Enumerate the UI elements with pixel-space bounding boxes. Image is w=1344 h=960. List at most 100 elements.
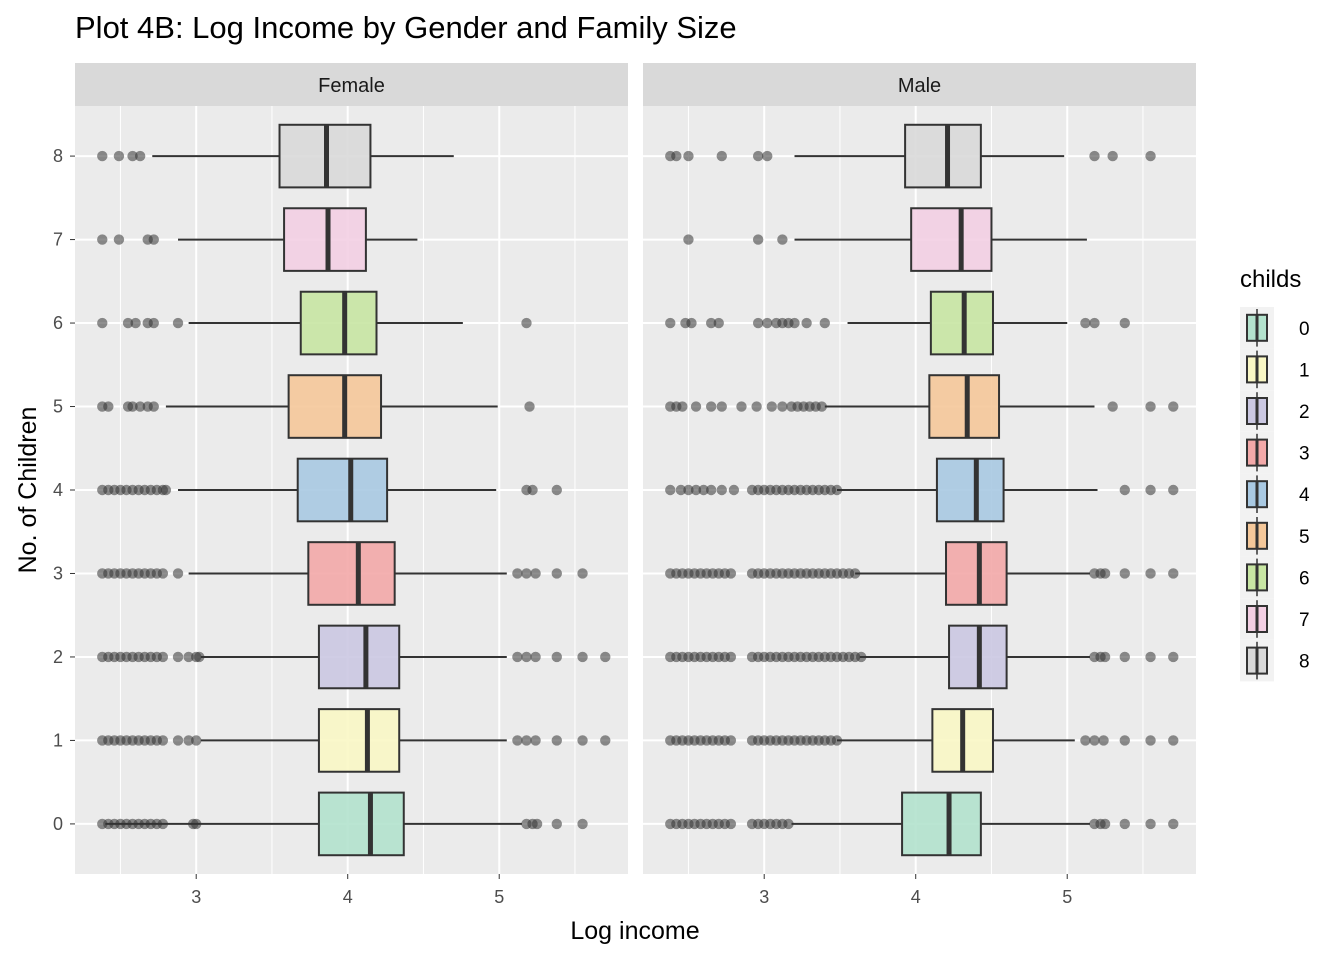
outlier-point — [1119, 651, 1130, 663]
box-childs-5 — [665, 374, 1179, 439]
box-iqr — [283, 207, 367, 272]
outlier-point — [762, 317, 773, 329]
outlier-point — [1168, 735, 1179, 746]
outlier-point — [1119, 568, 1130, 579]
legend-key-3: 3 — [1240, 431, 1310, 474]
outlier-point — [789, 317, 800, 329]
x-tick-label: 5 — [1062, 887, 1072, 907]
box-childs-0 — [97, 791, 588, 857]
outlier-point — [690, 401, 702, 412]
box-iqr — [287, 374, 383, 439]
outlier-point — [683, 484, 694, 496]
outlier-point — [521, 568, 532, 579]
box-childs-7 — [97, 207, 418, 272]
outlier-point — [675, 484, 687, 496]
outlier-point — [577, 651, 588, 663]
outlier-point — [683, 234, 694, 245]
legend-key-1: 1 — [1240, 348, 1310, 391]
outlier-point — [172, 735, 184, 746]
outlier-point — [751, 401, 762, 412]
outlier-point — [777, 401, 788, 412]
legend-key-4: 4 — [1240, 473, 1310, 515]
y-axis-title: No. of Children — [14, 407, 42, 574]
outlier-point — [665, 317, 676, 329]
outlier-point — [521, 317, 532, 329]
box-iqr — [299, 290, 378, 356]
outlier-point — [1168, 401, 1179, 412]
outlier-point — [172, 317, 184, 329]
y-axis-ticks: 0 1 2 3 4 5 6 7 8 — [53, 146, 75, 834]
legend-label: 4 — [1299, 485, 1310, 506]
panel-female: Female 3 4 5 — [75, 63, 628, 907]
outlier-point — [127, 150, 138, 162]
outlier-point — [1098, 735, 1109, 746]
box-childs-1 — [97, 708, 611, 773]
outlier-point — [752, 150, 764, 162]
outlier-point — [172, 568, 184, 579]
legend-label: 1 — [1299, 360, 1310, 381]
legend-key-8: 8 — [1240, 639, 1310, 682]
chart-title: Plot 4B: Log Income by Gender and Family… — [75, 10, 737, 45]
outlier-point — [849, 568, 861, 579]
panel-male: Male 3 4 5 — [643, 63, 1196, 907]
outlier-point — [577, 818, 588, 830]
legend-key-5: 5 — [1240, 515, 1310, 557]
box-iqr — [945, 541, 1008, 606]
outlier-point — [191, 735, 202, 746]
legend-label: 7 — [1299, 610, 1310, 631]
outlier-point — [191, 818, 202, 830]
box-childs-8 — [665, 123, 1156, 189]
outlier-point — [148, 234, 159, 245]
outlier-point — [762, 150, 773, 162]
box-childs-8 — [97, 123, 454, 189]
outlier-point — [130, 317, 141, 329]
outlier-point — [686, 317, 697, 329]
outlier-point — [1107, 401, 1118, 412]
outlier-point — [1107, 150, 1118, 162]
outlier-point — [194, 651, 205, 663]
box-childs-7 — [683, 207, 1087, 272]
outlier-point — [705, 401, 717, 412]
outlier-point — [683, 150, 694, 162]
x-tick-label: 5 — [494, 887, 504, 907]
outlier-point — [725, 735, 737, 746]
outlier-point — [728, 484, 740, 496]
outlier-point — [677, 401, 688, 412]
y-tick-label: 1 — [53, 730, 63, 750]
outlier-point — [134, 401, 146, 412]
box-iqr — [910, 207, 993, 272]
outlier-point — [1089, 150, 1100, 162]
legend-keys: 0 1 2 3 4 5 6 7 8 — [1240, 307, 1310, 682]
box-iqr — [307, 541, 396, 606]
marks-female — [97, 123, 611, 857]
outlier-point — [97, 317, 108, 329]
outlier-point — [1145, 735, 1156, 746]
strip-background-female — [75, 63, 628, 106]
outlier-point — [577, 568, 588, 579]
outlier-point — [551, 651, 562, 663]
legend-key-6: 6 — [1240, 556, 1310, 599]
outlier-point — [783, 818, 794, 830]
legend-label: 5 — [1299, 527, 1310, 548]
outlier-point — [1119, 818, 1130, 830]
outlier-point — [801, 317, 812, 329]
outlier-point — [705, 484, 717, 496]
outlier-point — [1145, 150, 1156, 162]
outlier-point — [1099, 651, 1111, 663]
outlier-point — [521, 735, 532, 746]
y-tick-label: 8 — [53, 146, 63, 166]
box-childs-2 — [97, 624, 611, 690]
x-ticks-male: 3 4 5 — [759, 874, 1072, 907]
outlier-point — [1168, 484, 1179, 496]
outlier-point — [512, 735, 523, 746]
legend-label: 8 — [1299, 652, 1310, 673]
outlier-point — [1145, 568, 1156, 579]
outlier-point — [157, 735, 169, 746]
x-tick-label: 4 — [911, 887, 921, 907]
legend-label: 6 — [1299, 568, 1310, 589]
y-tick-label: 5 — [53, 397, 63, 417]
outlier-point — [148, 317, 159, 329]
outlier-point — [530, 568, 541, 579]
box-childs-6 — [665, 290, 1130, 356]
